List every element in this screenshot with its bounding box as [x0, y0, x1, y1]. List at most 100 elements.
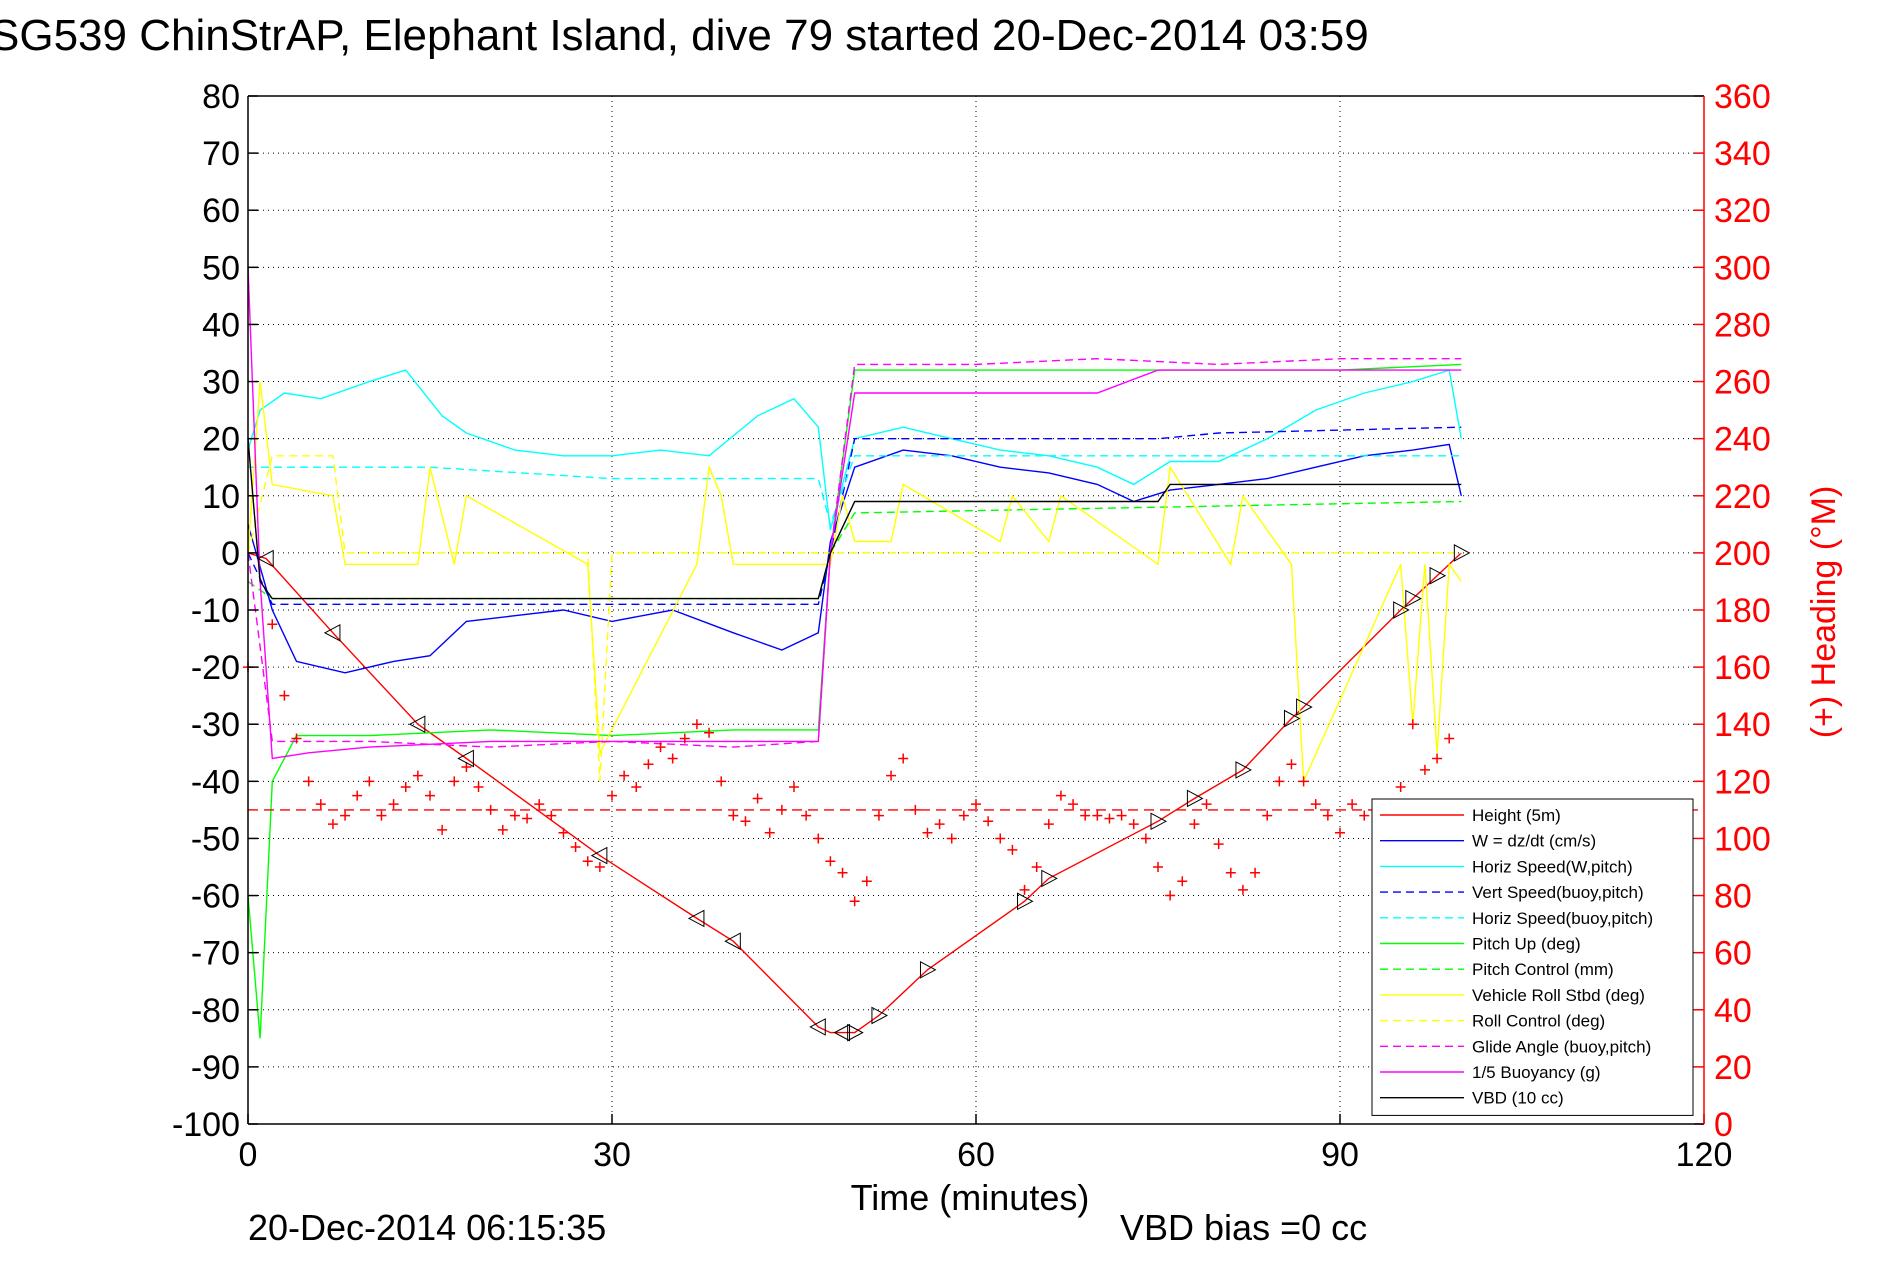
axes: 80706050403020100-10-20-30-40-50-60-70-8…	[172, 78, 1771, 1174]
heading-marker	[400, 782, 411, 793]
heading-marker	[473, 782, 484, 793]
heading-marker	[1092, 810, 1103, 821]
right-tick-label: 360	[1714, 78, 1771, 116]
heading-marker	[704, 727, 715, 738]
heading-marker	[776, 804, 787, 815]
heading-marker	[1055, 790, 1066, 801]
right-tick-label: 120	[1714, 763, 1771, 801]
heading-marker	[1177, 876, 1188, 887]
triangle-marker	[323, 624, 341, 642]
right-tick-label: 220	[1714, 478, 1771, 516]
heading-marker	[1043, 819, 1054, 830]
triangle-marker	[457, 749, 474, 768]
heading-marker	[303, 776, 314, 787]
heading-marker	[886, 770, 897, 781]
heading-marker	[934, 819, 945, 830]
heading-marker	[1068, 799, 1079, 810]
legend-label: 1/5 Buoyancy (g)	[1472, 1063, 1601, 1082]
right-tick-label: 60	[1714, 935, 1752, 973]
vbd-bias-footer: VBD bias =0 cc	[1120, 1207, 1367, 1248]
triangle-marker	[833, 1023, 851, 1042]
x-tick-label: 90	[1321, 1136, 1359, 1174]
legend-label: VBD (10 cc)	[1472, 1089, 1564, 1108]
heading-marker	[582, 856, 593, 867]
heading-marker	[594, 862, 605, 872]
triangle-marker	[871, 1006, 888, 1025]
heading-marker	[1322, 810, 1333, 821]
y-tick-label: -30	[191, 706, 240, 744]
triangle-marker	[1186, 789, 1204, 808]
heading-marker	[1262, 810, 1273, 821]
heading-marker	[1007, 844, 1018, 855]
right-tick-label: 160	[1714, 649, 1771, 687]
heading-marker	[1347, 799, 1358, 810]
heading-marker	[388, 799, 399, 810]
y-tick-label: -100	[172, 1106, 240, 1144]
heading-marker	[667, 753, 678, 764]
triangle-marker	[919, 960, 937, 979]
heading-marker	[861, 876, 872, 887]
heading-marker	[1286, 759, 1297, 770]
heading-marker	[679, 733, 690, 744]
heading-marker	[1310, 799, 1321, 810]
right-tick-label: 280	[1714, 306, 1771, 344]
heading-marker	[922, 827, 933, 838]
legend-label: Pitch Up (deg)	[1472, 935, 1581, 954]
heading-marker	[376, 810, 387, 821]
heading-marker	[728, 810, 739, 821]
legend-label: Horiz Speed(W,pitch)	[1472, 857, 1633, 876]
series-line-8	[247, 455, 1462, 782]
heading-marker	[740, 816, 751, 827]
heading-marker	[279, 690, 290, 701]
triangle-marker	[1283, 709, 1301, 728]
heading-marker	[1432, 753, 1443, 764]
y-tick-label: 60	[202, 192, 240, 230]
heading-marker	[1298, 776, 1309, 787]
right-tick-label: 20	[1714, 1049, 1752, 1087]
heading-marker	[1250, 867, 1261, 878]
heading-marker	[1165, 890, 1176, 901]
right-tick-label: 340	[1714, 135, 1771, 173]
triangle-marker	[257, 549, 274, 568]
right-tick-label: 140	[1714, 706, 1771, 744]
heading-marker	[509, 810, 520, 821]
triangle-marker	[1453, 544, 1471, 562]
heading-marker	[910, 804, 921, 815]
series-line-2	[247, 369, 1462, 531]
triangle-marker	[590, 846, 608, 865]
heading-marker	[607, 790, 617, 801]
heading-marker	[449, 776, 460, 787]
triangle-marker	[1041, 869, 1058, 888]
heading-marker	[1407, 719, 1418, 730]
heading-marker	[801, 810, 812, 821]
legend: Height (5m) W = dz/dt (cm/s) Horiz Speed(W…	[1371, 798, 1694, 1116]
heading-marker	[352, 790, 363, 801]
x-axis-label: Time (minutes)	[851, 1177, 1090, 1218]
heading-marker	[412, 770, 423, 781]
series-line-1	[247, 443, 1462, 674]
heading-marker	[437, 824, 448, 835]
triangle-marker	[1429, 566, 1447, 585]
y-tick-label: 20	[202, 421, 240, 459]
heading-marker	[522, 813, 533, 824]
heading-marker	[1080, 810, 1091, 821]
series-line-7	[247, 381, 1462, 782]
y-tick-label: 70	[202, 135, 240, 173]
y-tick-label: 40	[202, 306, 240, 344]
right-tick-label: 260	[1714, 364, 1771, 402]
right-tick-label: 40	[1714, 992, 1752, 1030]
series-line-10	[247, 267, 1462, 760]
timestamp-footer: 20-Dec-2014 06:15:35	[248, 1207, 606, 1248]
heading-marker	[485, 804, 496, 815]
y-tick-label: -60	[191, 878, 240, 916]
heading-marker	[1140, 833, 1151, 844]
triangle-marker	[1235, 761, 1252, 779]
heading-marker	[1019, 884, 1030, 895]
right-tick-label: 80	[1714, 878, 1752, 916]
right-axis-label: (+) Heading (°M)	[1805, 486, 1843, 739]
heading-marker	[958, 810, 969, 821]
chart-title: SG539 ChinStrAP, Elephant Island, dive 7…	[0, 11, 1369, 60]
heading-marker	[849, 896, 860, 907]
heading-marker	[1419, 764, 1430, 775]
